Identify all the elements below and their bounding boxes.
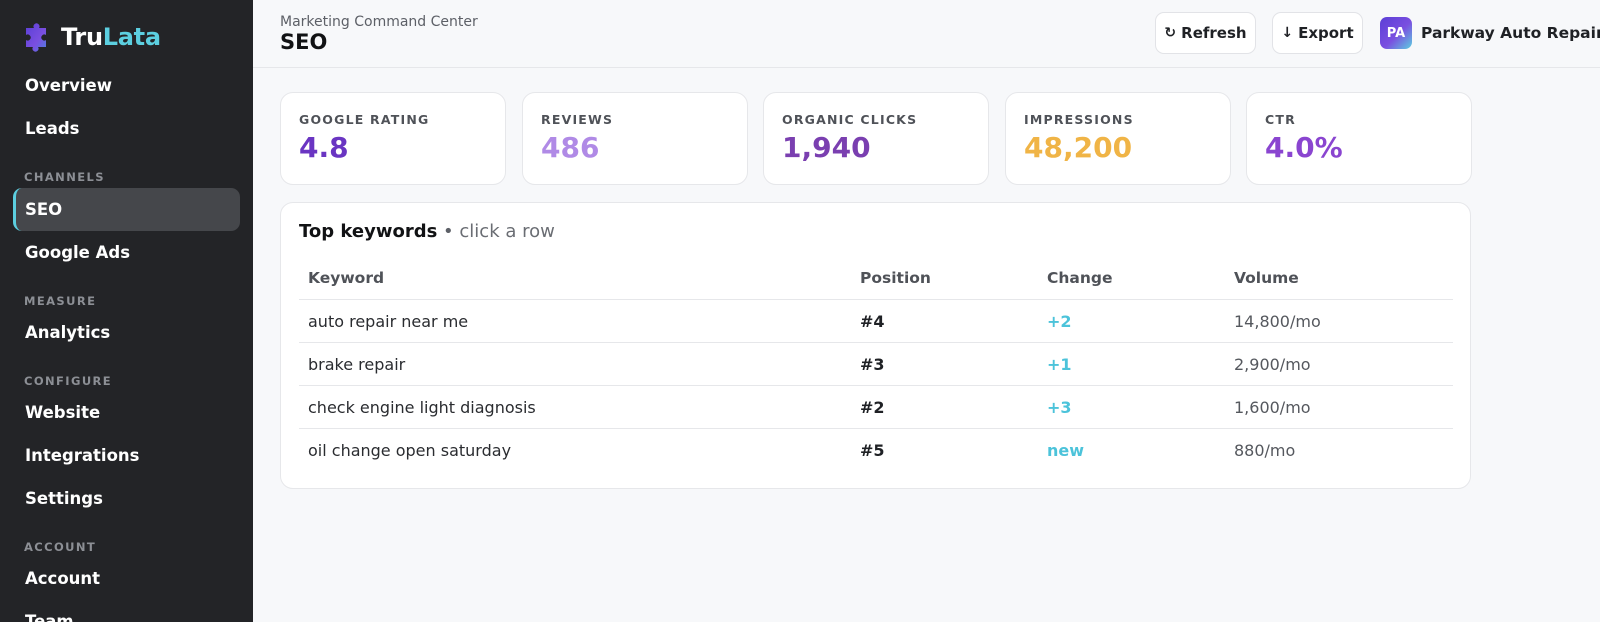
kpi-card-impressions: IMPRESSIONS 48,200 — [1005, 92, 1231, 185]
sidebar-item-label: Team — [25, 612, 74, 622]
sidebar-item-leads[interactable]: Leads — [13, 107, 240, 150]
column-header-change: Change — [1047, 269, 1113, 287]
brand-name-part2: Lata — [102, 23, 161, 51]
change-cell: +3 — [1047, 398, 1072, 417]
position-cell: #2 — [860, 398, 885, 417]
sidebar-item-account[interactable]: Account — [13, 557, 240, 600]
volume-cell: 880/mo — [1234, 441, 1296, 460]
table-row[interactable]: oil change open saturday #5 new 880/mo — [299, 429, 1453, 472]
column-header-position: Position — [860, 269, 931, 287]
kpi-value: 48,200 — [1024, 131, 1133, 164]
refresh-icon: ↻ — [1164, 25, 1177, 41]
kpi-value: 1,940 — [782, 131, 871, 164]
volume-cell: 2,900/mo — [1234, 355, 1311, 374]
sidebar-item-label: Website — [25, 403, 101, 422]
sidebar-item-label: Leads — [25, 119, 80, 138]
table-row[interactable]: brake repair #3 +1 2,900/mo — [299, 343, 1453, 386]
brand-name-part1: Tru — [61, 23, 103, 51]
kpi-label: REVIEWS — [541, 112, 614, 127]
kpi-label: GOOGLE RATING — [299, 112, 430, 127]
sidebar-section-measure: MEASURE — [24, 294, 97, 308]
kpi-card-reviews: REVIEWS 486 — [522, 92, 748, 185]
keyword-cell: oil change open saturday — [308, 441, 512, 460]
volume-cell: 1,600/mo — [1234, 398, 1311, 417]
sidebar-section-account: ACCOUNT — [24, 540, 97, 554]
card-title-hint: click a row — [459, 221, 555, 242]
sidebar-item-label: Integrations — [25, 446, 140, 465]
kpi-label: CTR — [1265, 112, 1296, 127]
keyword-cell: auto repair near me — [308, 312, 469, 331]
card-title-text: Top keywords — [299, 221, 438, 242]
account-name: Parkway Auto Repair — [1421, 24, 1600, 42]
sidebar-section-configure: CONFIGURE — [24, 374, 113, 388]
sidebar-item-analytics[interactable]: Analytics — [13, 311, 240, 354]
keyword-cell: check engine light diagnosis — [308, 398, 536, 417]
position-cell: #4 — [860, 312, 885, 331]
sidebar-item-label: Settings — [25, 489, 103, 508]
kpi-value: 4.0% — [1265, 131, 1343, 164]
sidebar-item-overview[interactable]: Overview — [13, 64, 240, 107]
table-row[interactable]: check engine light diagnosis #2 +3 1,600… — [299, 386, 1453, 429]
sidebar-item-integrations[interactable]: Integrations — [13, 434, 240, 477]
kpi-label: IMPRESSIONS — [1024, 112, 1134, 127]
volume-cell: 14,800/mo — [1234, 312, 1321, 331]
sidebar-item-label: Account — [25, 569, 101, 588]
brand[interactable]: TruLata — [22, 20, 161, 54]
breadcrumb: Marketing Command Center — [280, 14, 478, 30]
sidebar-item-google-ads[interactable]: Google Ads — [13, 231, 240, 274]
page-title: SEO — [280, 30, 328, 54]
sidebar: TruLata Overview Leads CHANNELS SEO Goog… — [0, 0, 253, 622]
keywords-table: Keyword Position Change Volume auto repa… — [299, 258, 1453, 472]
card-title: Top keywords • click a row — [299, 221, 555, 242]
keyword-cell: brake repair — [308, 355, 406, 374]
top-header: Marketing Command Center SEO ↻ Refresh ↓… — [253, 0, 1600, 68]
export-button[interactable]: ↓ Export — [1272, 12, 1363, 54]
table-row[interactable]: auto repair near me #4 +2 14,800/mo — [299, 300, 1453, 343]
puzzle-logo-icon — [26, 23, 46, 52]
change-cell: +1 — [1047, 355, 1072, 374]
refresh-button-label: Refresh — [1181, 24, 1247, 42]
kpi-value: 4.8 — [299, 131, 349, 164]
avatar: PA — [1380, 17, 1412, 49]
sidebar-item-label: Analytics — [25, 323, 111, 342]
column-header-keyword: Keyword — [308, 269, 385, 287]
kpi-card-ctr: CTR 4.0% — [1246, 92, 1472, 185]
kpi-card-organic-clicks: ORGANIC CLICKS 1,940 — [763, 92, 989, 185]
table-header: Keyword Position Change Volume — [299, 258, 1453, 300]
top-keywords-card: Top keywords • click a row Keyword Posit… — [280, 202, 1471, 489]
sidebar-item-label: Overview — [25, 76, 112, 95]
sidebar-item-label: SEO — [25, 200, 63, 219]
sidebar-item-website[interactable]: Website — [13, 391, 240, 434]
account-switcher[interactable]: PA Parkway Auto Repair — [1380, 17, 1600, 49]
change-cell: +2 — [1047, 312, 1072, 331]
position-cell: #3 — [860, 355, 885, 374]
sidebar-item-settings[interactable]: Settings — [13, 477, 240, 520]
sidebar-item-label: Google Ads — [25, 243, 131, 262]
refresh-button[interactable]: ↻ Refresh — [1155, 12, 1256, 54]
sidebar-section-channels: CHANNELS — [24, 170, 105, 184]
brand-name: TruLata — [61, 23, 161, 51]
change-cell: new — [1047, 441, 1085, 460]
kpi-label: ORGANIC CLICKS — [782, 112, 918, 127]
card-title-separator: • — [443, 221, 454, 242]
position-cell: #5 — [860, 441, 885, 460]
export-button-label: Export — [1298, 24, 1354, 42]
sidebar-item-seo[interactable]: SEO — [13, 188, 240, 231]
arrow-down-icon: ↓ — [1281, 25, 1294, 41]
column-header-volume: Volume — [1234, 269, 1299, 287]
kpi-card-google-rating: GOOGLE RATING 4.8 — [280, 92, 506, 185]
kpi-value: 486 — [541, 131, 600, 164]
sidebar-item-team[interactable]: Team — [13, 600, 240, 622]
